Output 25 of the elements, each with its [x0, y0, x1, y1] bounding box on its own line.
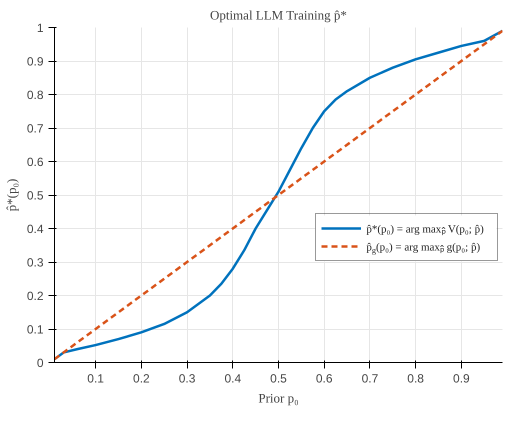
x-tick-label: 0.2 — [133, 372, 150, 386]
y-tick-label: 0.5 — [26, 188, 44, 202]
y-tick-label: 0 — [36, 356, 44, 370]
y-tick-label: 1 — [36, 21, 44, 35]
y-tick-label: 0.8 — [26, 88, 44, 102]
y-tick-label: 0.3 — [26, 256, 44, 270]
y-axis-title: p̂*(p₀) — [4, 178, 19, 212]
y-tick-label: 0.2 — [26, 289, 44, 303]
line-series — [54, 30, 502, 360]
x-tick-label: 0.9 — [453, 372, 470, 386]
x-tick-label: 0.8 — [407, 372, 424, 386]
x-tick-label: 0.6 — [316, 372, 333, 386]
x-tick-label: 0.7 — [362, 372, 379, 386]
x-tick-label: 0.4 — [224, 372, 242, 386]
y-tick-label: 0.6 — [26, 155, 44, 169]
x-axis-title: Prior p₀ — [258, 390, 299, 406]
y-tick-label: 0.9 — [26, 54, 44, 68]
x-tick-label: 0.1 — [87, 372, 104, 386]
y-tick-label: 0.4 — [26, 222, 44, 236]
y-tick-label: 0.1 — [26, 322, 44, 336]
x-tick-label: 0.3 — [178, 372, 196, 386]
y-tick-label: 0.7 — [26, 122, 44, 136]
x-tick-label: 0.5 — [270, 372, 288, 386]
legend-label: p̂*(p₀) = arg maxₚ̂ V(p₀; p̂) — [366, 224, 484, 236]
chart-title: Optimal LLM Training p̂* — [210, 8, 347, 22]
